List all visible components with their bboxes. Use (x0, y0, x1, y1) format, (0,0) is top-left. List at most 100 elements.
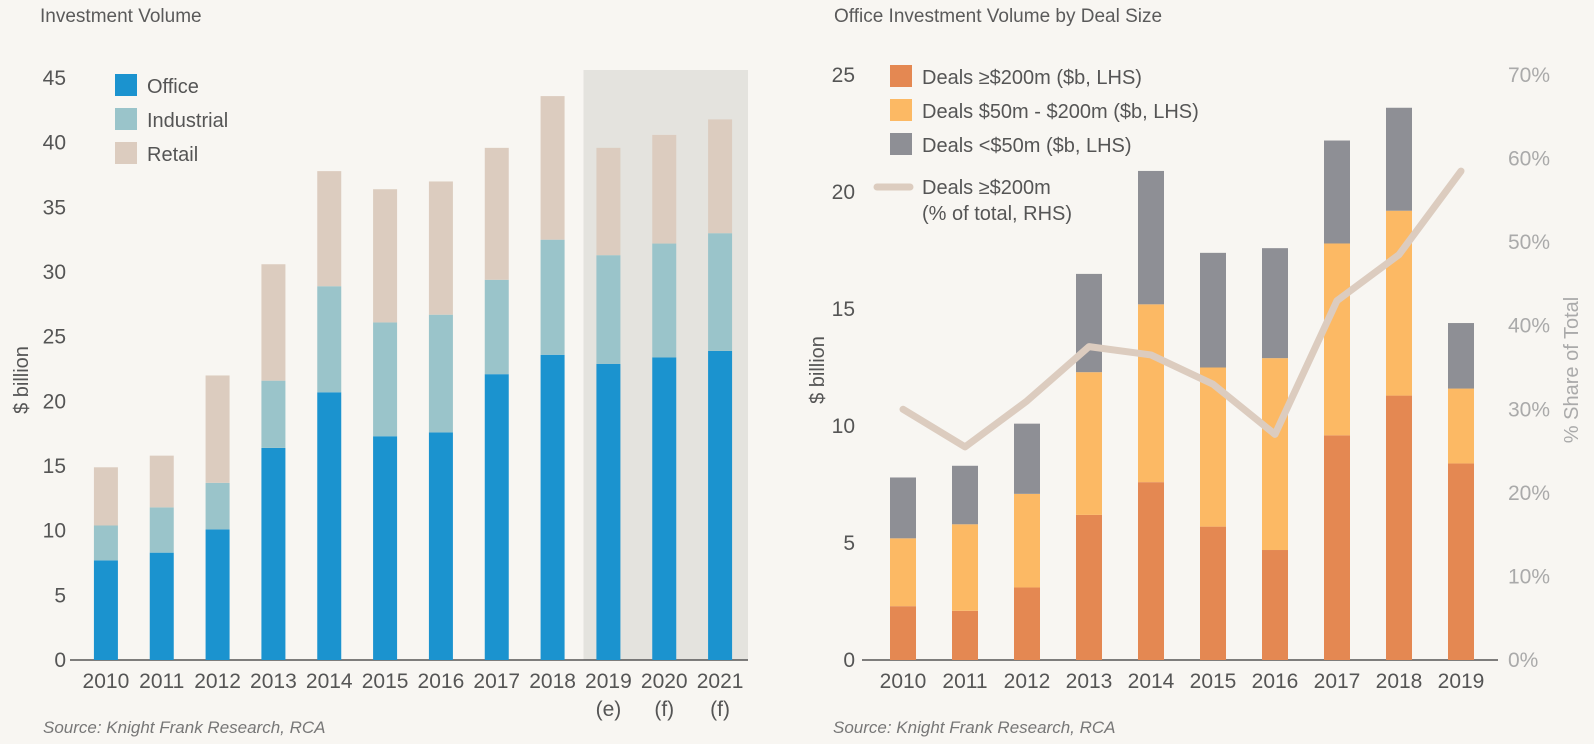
left-legend-label: Office (147, 76, 199, 98)
right-legend-label: Deals $50m - $200m ($b, LHS) (922, 101, 1199, 123)
left-x-tick-sublabel: (e) (596, 698, 622, 721)
right-chart: 0 5 10 15 20 25 0% 10% 20% 30% 40% 50% 60% 70% 2010 201… (832, 64, 1550, 693)
left-bar-industrial (652, 243, 677, 358)
left-bar-retail (652, 134, 677, 244)
right-bar-segment (890, 606, 916, 660)
left-x-tick-label: 2021 (697, 670, 744, 693)
left-legend-swatch (115, 74, 137, 96)
right-x-tick-label: 2018 (1376, 670, 1423, 693)
left-legend-swatch (115, 108, 137, 130)
right-secondary-y-tick-label: 0% (1508, 649, 1538, 672)
right-legend-line-label-sub: (% of total, RHS) (922, 203, 1072, 225)
right-secondary-y-tick-label: 50% (1508, 231, 1550, 254)
right-x-tick-label: 2017 (1314, 670, 1361, 693)
right-secondary-y-tick-label: 30% (1508, 398, 1550, 421)
right-y-tick-label: 5 (843, 532, 855, 555)
left-x-tick-label: 2018 (529, 670, 576, 693)
left-bar-retail (93, 467, 118, 526)
left-bar-office (205, 529, 230, 660)
left-x-tick-label: 2013 (250, 670, 297, 693)
right-y-tick-label: 15 (832, 298, 855, 321)
right-bar-segment (1262, 550, 1288, 660)
right-secondary-y-tick-label: 10% (1508, 565, 1550, 588)
left-x-tick-sublabel: (f) (710, 698, 730, 721)
left-x-tick-sublabel: (f) (654, 698, 674, 721)
right-bar-segment (1262, 358, 1288, 551)
right-y-tick-label: 10 (832, 415, 855, 438)
left-bar-industrial (317, 286, 342, 393)
left-bar-industrial (93, 525, 118, 561)
right-bar-segment (1324, 243, 1350, 436)
left-bar-industrial (149, 507, 174, 553)
left-bar-industrial (540, 239, 565, 355)
right-x-tick-label: 2013 (1066, 670, 1113, 693)
left-bar-office (428, 432, 453, 660)
right-legend-swatch (890, 133, 912, 155)
left-y-axis-label: $ billion (11, 346, 33, 414)
left-x-tick-label: 2015 (362, 670, 409, 693)
right-secondary-y-axis-label: % Share of Total (1561, 297, 1583, 443)
left-x-tick-label: 2014 (306, 670, 353, 693)
left-bar-office (317, 392, 342, 660)
right-bar-segment (1262, 248, 1288, 359)
right-secondary-y-tick-label: 40% (1508, 315, 1550, 338)
left-bar-office (596, 363, 621, 660)
right-bar-segment (1014, 493, 1040, 588)
right-bar-segment (1324, 435, 1350, 660)
left-y-tick-label: 30 (43, 261, 66, 284)
left-bar-retail (708, 119, 733, 234)
right-bar-segment (1386, 107, 1412, 211)
left-bar-industrial (205, 482, 230, 530)
right-secondary-y-tick-label: 20% (1508, 482, 1550, 505)
left-chart-title: Investment Volume (40, 6, 202, 27)
right-x-tick-label: 2019 (1438, 670, 1485, 693)
right-y-tick-label: 0 (843, 649, 855, 672)
left-y-tick-label: 5 (54, 584, 66, 607)
left-x-tick-label: 2020 (641, 670, 688, 693)
left-bar-industrial (708, 233, 733, 351)
left-bar-retail (317, 171, 342, 287)
left-x-tick-label: 2017 (473, 670, 520, 693)
right-share-line (899, 167, 1465, 451)
right-x-tick-label: 2015 (1190, 670, 1237, 693)
right-legend-line-label: Deals ≥$200m (922, 177, 1051, 199)
left-legend-label: Industrial (147, 110, 228, 132)
right-x-tick-label: 2011 (942, 670, 987, 693)
left-y-tick-label: 10 (43, 520, 66, 543)
right-bar-segment (1138, 304, 1164, 483)
right-legend-swatch (890, 99, 912, 121)
right-bar-segment (1448, 388, 1474, 464)
left-x-tick-label: 2016 (418, 670, 465, 693)
right-bar-segment (1448, 323, 1474, 389)
right-x-tick-label: 2014 (1128, 670, 1175, 693)
right-bar-segment (1138, 170, 1164, 305)
left-bar-industrial (261, 380, 286, 448)
right-bar-segment (1448, 463, 1474, 660)
left-bar-office (149, 552, 174, 660)
right-chart-title: Office Investment Volume by Deal Size (834, 6, 1162, 27)
left-bar-retail (596, 147, 621, 256)
right-bar-segment (1324, 140, 1350, 244)
right-x-tick-label: 2010 (880, 670, 927, 693)
right-bar-segment (1200, 252, 1226, 368)
left-y-tick-label: 25 (43, 326, 66, 349)
right-bar-segment (890, 538, 916, 607)
right-bar-segment (952, 465, 978, 525)
right-secondary-y-tick-label: 60% (1508, 148, 1550, 171)
right-bar-segment (1014, 423, 1040, 494)
left-bar-retail (428, 181, 453, 315)
left-legend-label: Retail (147, 144, 198, 166)
left-bar-industrial (484, 279, 509, 375)
left-y-tick-label: 35 (43, 196, 66, 219)
right-legend-swatch (890, 65, 912, 87)
left-x-tick-label: 2019 (585, 670, 632, 693)
left-bar-office (93, 560, 118, 660)
right-y-tick-label: 20 (832, 181, 855, 204)
left-x-tick-label: 2011 (139, 670, 184, 693)
right-bar-segment (952, 524, 978, 611)
left-bar-industrial (596, 255, 621, 364)
right-bar-segment (1076, 372, 1102, 515)
right-source-note: Source: Knight Frank Research, RCA (833, 718, 1116, 737)
